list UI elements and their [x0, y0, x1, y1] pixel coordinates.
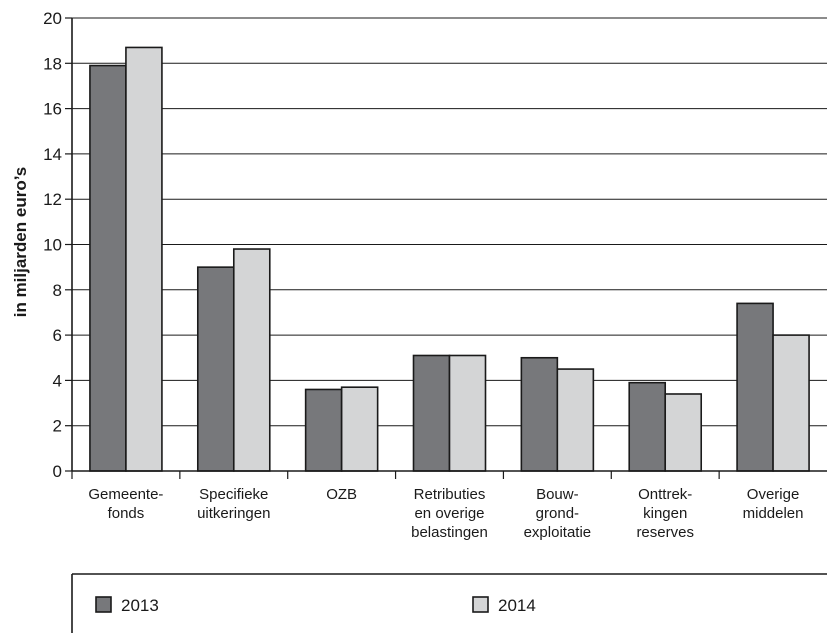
legend-swatch-2013 — [95, 596, 112, 613]
category-label: uitkeringen — [197, 505, 270, 522]
category-label: kingen — [643, 505, 687, 522]
bar-2013 — [304, 388, 343, 472]
y-axis-title: in miljarden euro’s — [11, 167, 30, 318]
category-label: Gemeente- — [88, 486, 163, 503]
category-label: Retributies — [414, 486, 486, 503]
bar-2013 — [736, 302, 774, 472]
y-tick-label: 2 — [53, 417, 62, 436]
y-tick-label: 6 — [53, 326, 62, 345]
legend-swatch-2014 — [472, 596, 489, 613]
y-tick-label: 20 — [43, 9, 62, 28]
bar-2014 — [556, 368, 595, 472]
bar-2014 — [340, 386, 379, 472]
category-label: Onttrek- — [638, 486, 692, 503]
bar-2013 — [89, 64, 127, 472]
y-tick-label: 0 — [53, 462, 62, 481]
category-label: fonds — [108, 505, 145, 522]
y-tick-label: 12 — [43, 190, 62, 209]
category-label: en overige — [414, 505, 484, 522]
category-label: Bouw- — [536, 486, 579, 503]
category-label: Specifieke — [199, 486, 268, 503]
y-tick-label: 4 — [53, 371, 62, 390]
category-label: OZB — [326, 486, 357, 503]
bar-2014 — [125, 46, 163, 472]
category-label: exploitatie — [524, 524, 592, 541]
y-tick-label: 14 — [43, 145, 62, 164]
bar-2013 — [196, 266, 235, 472]
legend-label-2013: 2013 — [121, 596, 159, 615]
category-label: grond- — [536, 505, 579, 522]
bar-2014 — [664, 393, 703, 472]
category-label: middelen — [743, 505, 804, 522]
y-tick-label: 18 — [43, 54, 62, 73]
bar-2013 — [520, 356, 559, 472]
y-tick-labels: 0 2 4 6 8 10 12 14 16 18 20 — [43, 9, 72, 481]
category-label: Overige — [747, 486, 800, 503]
bar-2013 — [412, 354, 451, 472]
bar-2014 — [448, 354, 487, 472]
bar-2013 — [628, 381, 667, 472]
y-tick-label: 8 — [53, 281, 62, 300]
bars — [89, 46, 810, 472]
category-label: belastingen — [411, 524, 488, 541]
legend: 2013 2014 — [71, 573, 827, 633]
bar-2014 — [232, 248, 271, 472]
legend-label-2014: 2014 — [498, 596, 536, 615]
y-tick-label: 10 — [43, 236, 62, 255]
bar-2014 — [772, 334, 810, 472]
category-labels: Gemeente-fonds Specifieke uitkeringen OZB Re… — [88, 486, 803, 541]
y-tick-label: 16 — [43, 100, 62, 119]
category-label: reserves — [636, 524, 694, 541]
